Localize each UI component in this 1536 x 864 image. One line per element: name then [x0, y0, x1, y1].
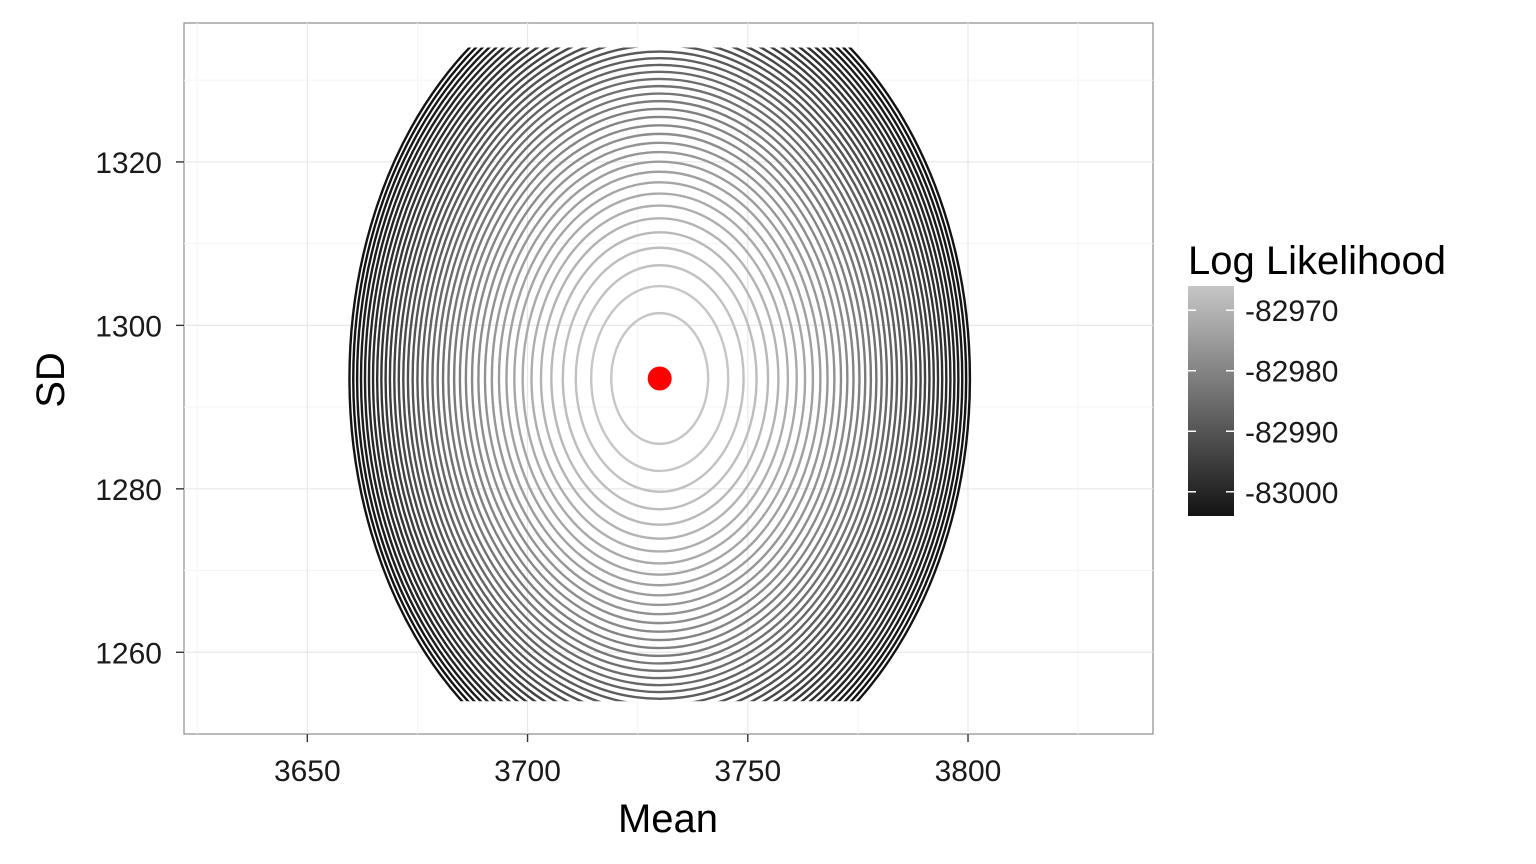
contour-line — [490, 150, 829, 607]
contour-line — [348, 47, 972, 702]
contour-line — [505, 170, 815, 587]
contour-line — [470, 124, 849, 633]
contour-line — [452, 99, 867, 658]
contour-line — [561, 246, 758, 511]
contour-line — [416, 50, 904, 702]
contour-line — [363, 47, 956, 702]
contour-line — [406, 47, 913, 702]
contour-line — [458, 107, 861, 650]
y-axis-title: SD — [29, 352, 73, 408]
contour-line — [539, 217, 780, 540]
max-likelihood-point — [647, 366, 672, 391]
contour-line — [610, 311, 710, 446]
y-tick-label: 1300 — [95, 310, 162, 343]
contour-line — [380, 47, 940, 702]
contour-line — [574, 264, 745, 493]
legend-title: Log Likelihood — [1188, 239, 1446, 283]
y-tick-label: 1320 — [95, 147, 162, 180]
legend-label: -82980 — [1245, 356, 1338, 389]
contour-line — [550, 231, 770, 526]
contour-lines — [348, 47, 972, 702]
contour-line — [436, 77, 883, 680]
point-layer — [647, 366, 672, 391]
y-tick-label: 1280 — [95, 474, 162, 507]
contour-line — [397, 47, 922, 702]
contour-line — [371, 47, 948, 702]
contour-line — [356, 47, 964, 702]
legend-colorbar — [1188, 286, 1234, 516]
contour-line — [513, 181, 807, 576]
contour-line — [477, 132, 843, 625]
contour-line — [530, 204, 790, 553]
contour-line — [421, 57, 899, 700]
contour-line — [359, 47, 960, 702]
contour-line — [483, 141, 836, 616]
contour-line — [388, 47, 931, 702]
y-tick-label: 1260 — [95, 637, 162, 670]
x-tick-label: 3650 — [274, 755, 341, 788]
legend-label: -82970 — [1245, 295, 1338, 328]
contour-line — [426, 63, 894, 694]
contour-line — [376, 47, 944, 702]
axes: 3650 3700 3750 3800 1260 1280 1300 1320 — [95, 147, 1001, 788]
contour-line — [411, 47, 908, 702]
legend-label: -83000 — [1245, 477, 1338, 510]
contour-line — [431, 70, 889, 687]
x-axis-title: Mean — [618, 797, 718, 841]
contour-line — [367, 47, 952, 702]
contour-line — [521, 192, 798, 565]
contour-line — [402, 47, 918, 702]
legend-label: -82990 — [1245, 416, 1338, 449]
contour-line — [441, 84, 878, 673]
contour-line — [384, 47, 935, 702]
x-tick-label: 3750 — [714, 755, 781, 788]
x-tick-label: 3700 — [494, 755, 561, 788]
contour-line — [447, 92, 873, 665]
contour-line — [497, 160, 822, 597]
contour-line — [393, 47, 927, 702]
x-tick-label: 3800 — [935, 755, 1002, 788]
contour-line — [464, 115, 855, 642]
legend: Log Likelihood -82970 -82980 -82990 -83000 — [1188, 239, 1446, 516]
contour-line — [589, 284, 730, 473]
contour-line — [352, 47, 968, 702]
legend-ticks: -82970 -82980 -82990 -83000 — [1188, 295, 1338, 510]
